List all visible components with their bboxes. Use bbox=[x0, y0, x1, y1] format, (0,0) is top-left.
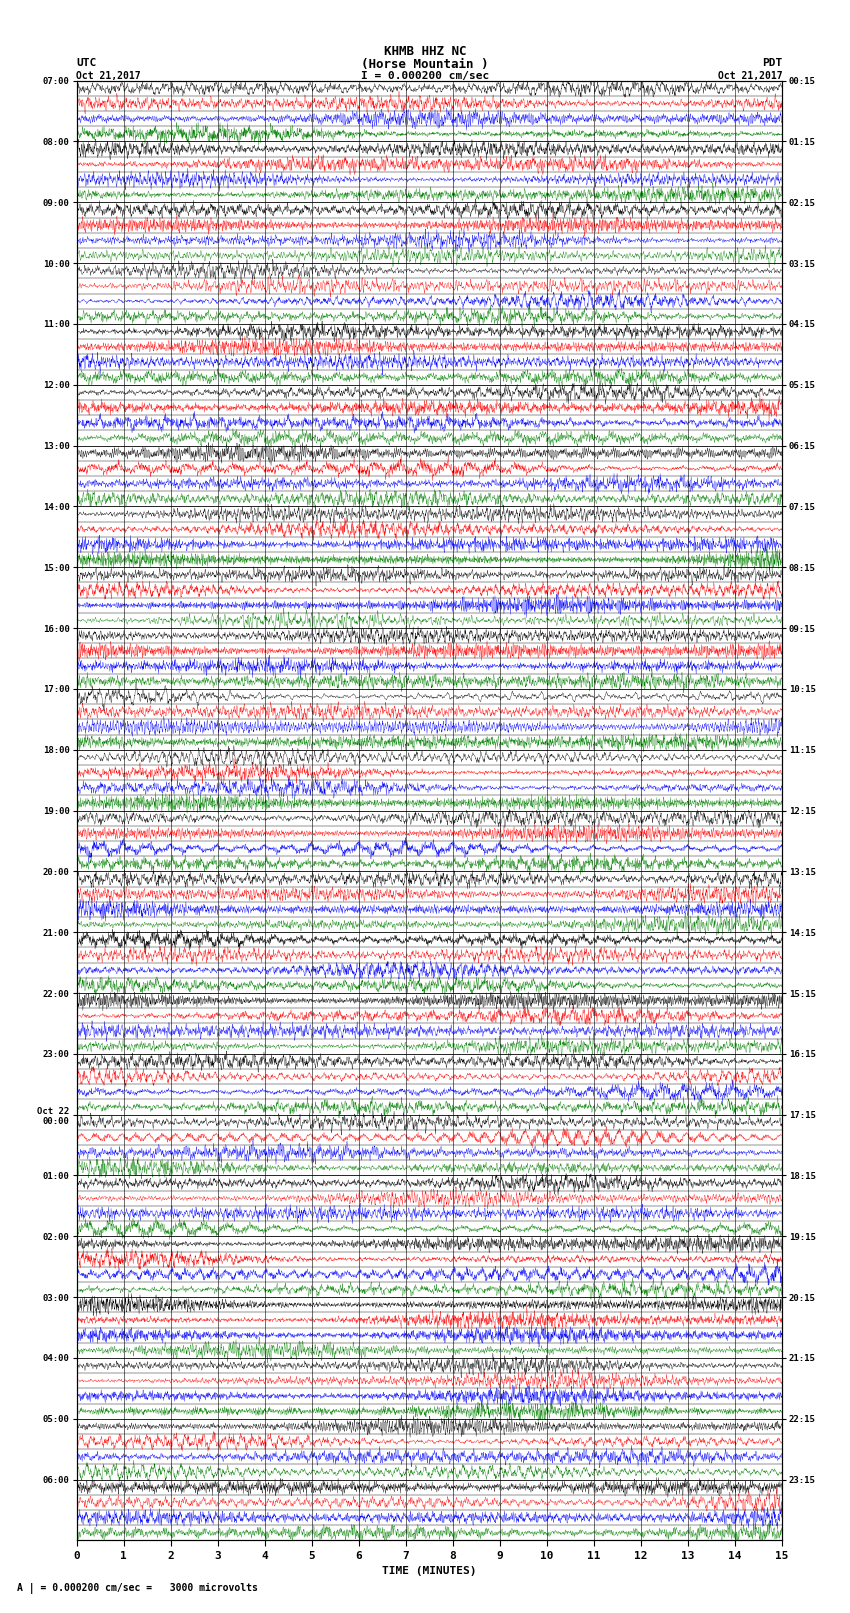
Text: Oct 21,2017: Oct 21,2017 bbox=[76, 71, 141, 81]
Text: KHMB HHZ NC: KHMB HHZ NC bbox=[383, 45, 467, 58]
Text: UTC: UTC bbox=[76, 58, 97, 68]
Text: Oct 21,2017: Oct 21,2017 bbox=[718, 71, 783, 81]
Text: (Horse Mountain ): (Horse Mountain ) bbox=[361, 58, 489, 71]
X-axis label: TIME (MINUTES): TIME (MINUTES) bbox=[382, 1566, 477, 1576]
Text: I = 0.000200 cm/sec: I = 0.000200 cm/sec bbox=[361, 71, 489, 81]
Text: A | = 0.000200 cm/sec =   3000 microvolts: A | = 0.000200 cm/sec = 3000 microvolts bbox=[17, 1582, 258, 1594]
Text: PDT: PDT bbox=[762, 58, 783, 68]
